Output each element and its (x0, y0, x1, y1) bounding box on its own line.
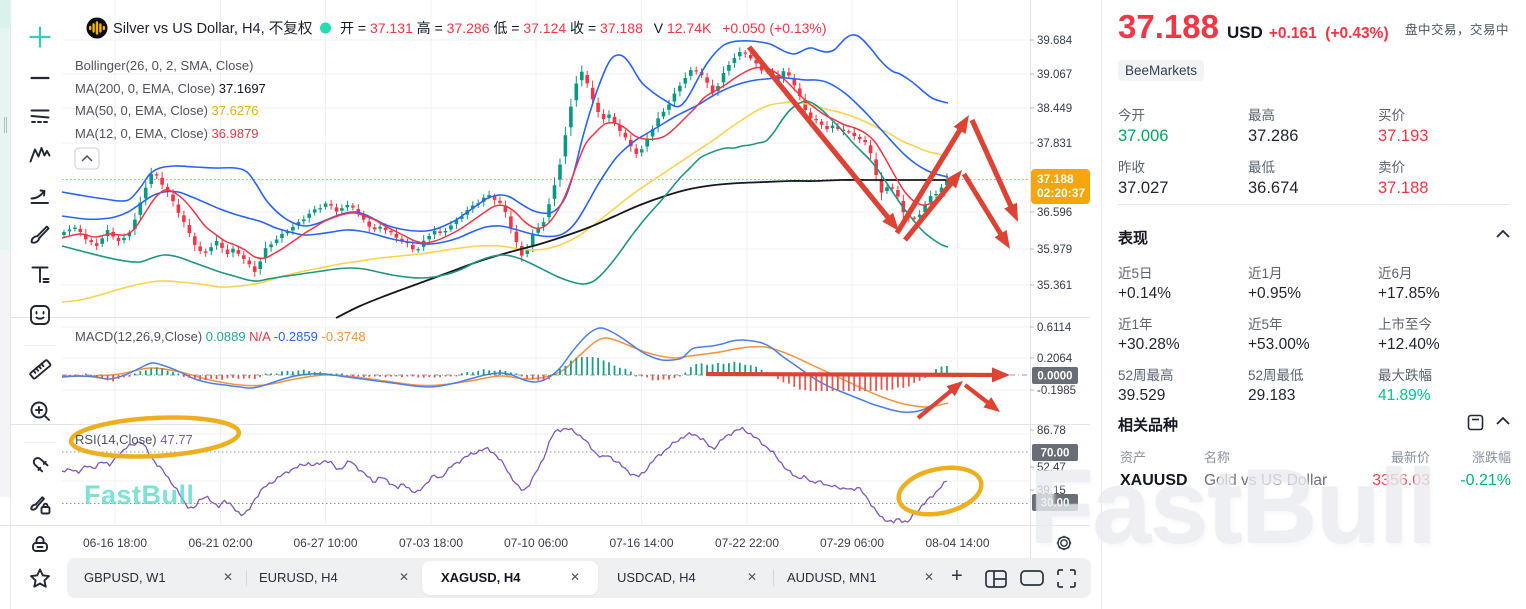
svg-text:52.47: 52.47 (1037, 462, 1066, 474)
svg-text:0.2064: 0.2064 (1037, 353, 1073, 365)
svg-text:06-27 10:00: 06-27 10:00 (293, 536, 357, 550)
svg-text:FastBull: FastBull (84, 480, 195, 510)
svg-text:开 = 37.131 高 = 37.286 低 = 37: 开 = 37.131 高 = 37.286 低 = 37.124 收 = 37.… (340, 20, 827, 36)
svg-text:37.188: 37.188 (1037, 172, 1074, 186)
svg-text:Bollinger(26, 0, 2, SMA, Close: Bollinger(26, 0, 2, SMA, Close) (75, 58, 253, 73)
svg-text:39.067: 39.067 (1037, 69, 1072, 81)
svg-text:30.00: 30.00 (1041, 498, 1070, 510)
svg-text:06-21 02:00: 06-21 02:00 (188, 536, 252, 550)
svg-text:MA(12, 0, EMA, Close) 36.9879: MA(12, 0, EMA, Close) 36.9879 (75, 126, 259, 141)
svg-text:86.78: 86.78 (1037, 425, 1066, 437)
svg-text:06-16 18:00: 06-16 18:00 (83, 536, 147, 550)
svg-text:-0.1985: -0.1985 (1037, 385, 1076, 397)
svg-text:MA(200, 0, EMA, Close) 37.1697: MA(200, 0, EMA, Close) 37.1697 (75, 81, 266, 96)
svg-text:35.979: 35.979 (1037, 244, 1072, 256)
svg-text:Silver vs US Dollar, H4, 不复权: Silver vs US Dollar, H4, 不复权 (113, 19, 313, 37)
svg-text:70.00: 70.00 (1041, 448, 1070, 460)
svg-text:RSI(14,Close) 47.77: RSI(14,Close) 47.77 (75, 432, 193, 447)
svg-text:08-04 14:00: 08-04 14:00 (925, 536, 989, 550)
svg-text:07-22 22:00: 07-22 22:00 (715, 536, 779, 550)
svg-text:37.831: 37.831 (1037, 138, 1072, 150)
svg-text:0.0000: 0.0000 (1037, 371, 1072, 383)
svg-text:02:20:37: 02:20:37 (1037, 186, 1085, 200)
svg-text:07-03 18:00: 07-03 18:00 (399, 536, 463, 550)
svg-text:07-10 06:00: 07-10 06:00 (504, 536, 568, 550)
svg-text:0.6114: 0.6114 (1037, 322, 1072, 334)
svg-text:MACD(12,26,9,Close) 0.0889 N/A: MACD(12,26,9,Close) 0.0889 N/A -0.2859 -… (75, 329, 366, 344)
svg-text:MA(50, 0, EMA, Close) 37.6276: MA(50, 0, EMA, Close) 37.6276 (75, 103, 259, 118)
svg-text:35.361: 35.361 (1037, 280, 1072, 292)
svg-text:07-16 14:00: 07-16 14:00 (609, 536, 673, 550)
svg-text:38.449: 38.449 (1037, 103, 1072, 115)
svg-text:39.684: 39.684 (1037, 35, 1073, 47)
svg-text:36.596: 36.596 (1037, 207, 1072, 219)
svg-text:07-29 06:00: 07-29 06:00 (820, 536, 884, 550)
